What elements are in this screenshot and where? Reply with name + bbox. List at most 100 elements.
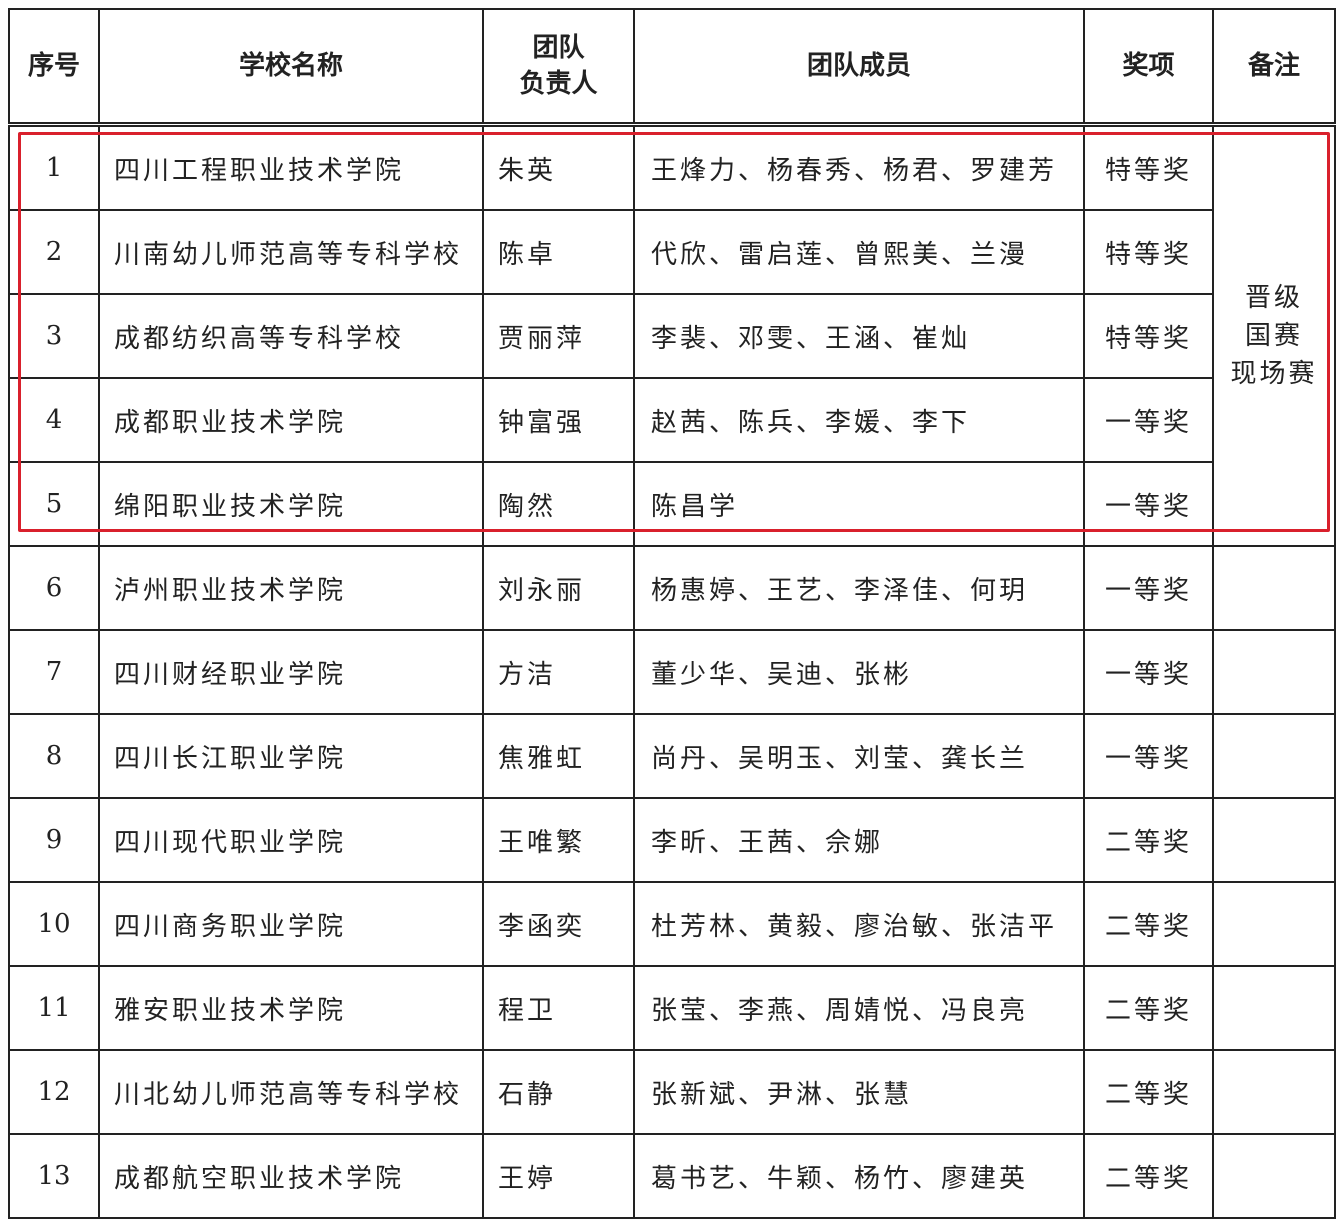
cell-index: 9 [8,797,100,883]
cell-leader: 王唯繁 [482,797,635,883]
cell-index: 4 [8,377,100,463]
cell-school: 雅安职业技术学院 [98,965,484,1051]
cell-award: 特等奖 [1083,209,1214,295]
header-leader-line1: 团队 [532,33,585,63]
cell-award: 特等奖 [1083,123,1214,211]
cell-award: 一等奖 [1083,377,1214,463]
cell-school: 四川现代职业学院 [98,797,484,883]
cell-school: 四川工程职业技术学院 [98,123,484,211]
cell-index: 1 [8,123,100,211]
cell-note [1212,629,1336,715]
cell-leader: 李函奕 [482,881,635,967]
cell-members: 代欣、雷启莲、曾熙美、兰漫 [633,209,1085,295]
cell-members: 葛书艺、牛颖、杨竹、廖建英 [633,1133,1085,1219]
table-row: 5 绵阳职业技术学院 陶然 陈昌学 一等奖 [8,461,1335,547]
cell-members: 王烽力、杨春秀、杨君、罗建芳 [633,123,1085,211]
cell-members: 杨惠婷、王艺、李泽佳、何玥 [633,545,1085,631]
cell-members: 张莹、李燕、周婧悦、冯良亮 [633,965,1085,1051]
cell-school: 成都航空职业技术学院 [98,1133,484,1219]
cell-members: 李昕、王茜、佘娜 [633,797,1085,883]
cell-leader: 方洁 [482,629,635,715]
cell-award: 一等奖 [1083,545,1214,631]
cell-index: 12 [8,1049,100,1135]
cell-award: 特等奖 [1083,293,1214,379]
cell-award: 二等奖 [1083,1133,1214,1219]
cell-members: 张新斌、尹淋、张慧 [633,1049,1085,1135]
table-row: 4 成都职业技术学院 钟富强 赵茜、陈兵、李媛、李下 一等奖 [8,377,1335,463]
cell-leader: 程卫 [482,965,635,1051]
cell-school: 绵阳职业技术学院 [98,461,484,547]
cell-leader: 朱英 [482,123,635,211]
header-members: 团队成员 [633,8,1085,127]
cell-award: 二等奖 [1083,1049,1214,1135]
cell-index: 7 [8,629,100,715]
cell-school: 泸州职业技术学院 [98,545,484,631]
cell-note [1212,1049,1336,1135]
cell-school: 成都职业技术学院 [98,377,484,463]
cell-leader: 陈卓 [482,209,635,295]
header-note: 备注 [1212,8,1336,127]
header-row: 序号 学校名称 团队负责人 团队成员 奖项 备注 [8,8,1336,127]
cell-members: 杜芳林、黄毅、廖治敏、张洁平 [633,881,1085,967]
cell-note [1212,1133,1336,1219]
cell-members: 赵茜、陈兵、李媛、李下 [633,377,1085,463]
cell-index: 3 [8,293,100,379]
cell-note [1212,797,1336,883]
cell-note-advance: 晋级 国赛 现场赛 [1212,123,1336,547]
cell-award: 一等奖 [1083,461,1214,547]
cell-index: 10 [8,881,100,967]
cell-school: 成都纺织高等专科学校 [98,293,484,379]
cell-school: 川北幼儿师范高等专科学校 [98,1049,484,1135]
table-row: 10 四川商务职业学院 李函奕 杜芳林、黄毅、廖治敏、张洁平 二等奖 [8,881,1336,967]
cell-leader: 石静 [482,1049,635,1135]
cell-index: 11 [8,965,100,1051]
awards-table: 序号 学校名称 团队负责人 团队成员 奖项 备注 1 四川工程职业技术学院 朱英 王烽… [8,8,1336,1219]
table-row: 12 川北幼儿师范高等专科学校 石静 张新斌、尹淋、张慧 二等奖 [8,1049,1336,1135]
table-row: 7 四川财经职业学院 方洁 董少华、吴迪、张彬 一等奖 [8,629,1336,715]
cell-note [1212,881,1336,967]
table-row: 6 泸州职业技术学院 刘永丽 杨惠婷、王艺、李泽佳、何玥 一等奖 [8,545,1336,631]
cell-school: 川南幼儿师范高等专科学校 [98,209,484,295]
cell-school: 四川长江职业学院 [98,713,484,799]
note-line2: 国赛 [1244,321,1303,351]
header-award: 奖项 [1083,8,1214,127]
table-row: 2 川南幼儿师范高等专科学校 陈卓 代欣、雷启莲、曾熙美、兰漫 特等奖 [8,209,1335,295]
cell-award: 二等奖 [1083,965,1214,1051]
cell-award: 二等奖 [1083,797,1214,883]
table-row: 3 成都纺织高等专科学校 贾丽萍 李裴、邓雯、王涵、崔灿 特等奖 [8,293,1335,379]
cell-leader: 陶然 [482,461,635,547]
cell-award: 一等奖 [1083,629,1214,715]
cell-leader: 钟富强 [482,377,635,463]
cell-index: 13 [8,1133,100,1219]
cell-index: 6 [8,545,100,631]
cell-note [1212,713,1336,799]
header-school: 学校名称 [98,8,484,127]
header-leader: 团队 负责人 [482,8,635,127]
cell-leader: 焦雅虹 [482,713,635,799]
table-row: 8 四川长江职业学院 焦雅虹 尚丹、吴明玉、刘莹、龚长兰 一等奖 [8,713,1336,799]
table-row: 11 雅安职业技术学院 程卫 张莹、李燕、周婧悦、冯良亮 二等奖 [8,965,1336,1051]
cell-note [1212,545,1336,631]
cell-award: 一等奖 [1083,713,1214,799]
note-line3: 现场赛 [1230,359,1318,389]
cell-leader: 王婷 [482,1133,635,1219]
cell-index: 2 [8,209,100,295]
cell-school: 四川商务职业学院 [98,881,484,967]
table-row: 9 四川现代职业学院 王唯繁 李昕、王茜、佘娜 二等奖 [8,797,1336,883]
table-row: 1 四川工程职业技术学院 朱英 王烽力、杨春秀、杨君、罗建芳 特等奖 晋级 国赛 现场赛 [8,123,1336,547]
cell-index: 8 [8,713,100,799]
cell-members: 董少华、吴迪、张彬 [633,629,1085,715]
cell-members: 尚丹、吴明玉、刘莹、龚长兰 [633,713,1085,799]
cell-note [1212,965,1336,1051]
table-row: 13 成都航空职业技术学院 王婷 葛书艺、牛颖、杨竹、廖建英 二等奖 [8,1133,1336,1219]
header-index: 序号 [8,8,100,127]
cell-leader: 刘永丽 [482,545,635,631]
cell-index: 5 [8,461,100,547]
cell-members: 李裴、邓雯、王涵、崔灿 [633,293,1085,379]
cell-members: 陈昌学 [633,461,1085,547]
cell-school: 四川财经职业学院 [98,629,484,715]
cell-leader: 贾丽萍 [482,293,635,379]
cell-award: 二等奖 [1083,881,1214,967]
note-line1: 晋级 [1244,283,1303,313]
header-leader-line2: 负责人 [519,69,598,99]
